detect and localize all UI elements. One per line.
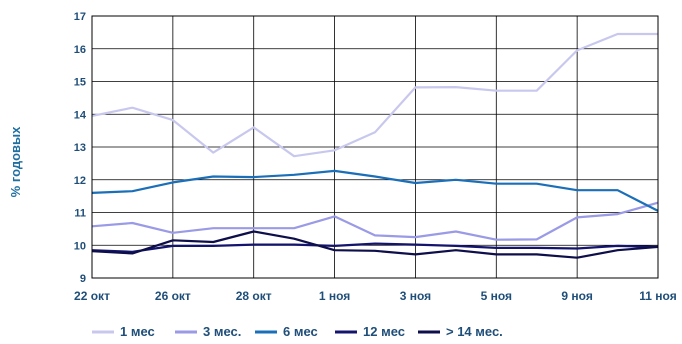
y-tick-label: 14	[74, 109, 87, 121]
series-line-2	[91, 201, 659, 241]
legend: 1 мес 3 мес. 6 мес 12 мес > 14 мес.	[92, 324, 503, 339]
x-tick-label: 3 ноя	[400, 289, 431, 303]
grid	[91, 15, 659, 279]
y-tick-label: 12	[74, 175, 86, 187]
legend-label: > 14 мес.	[446, 324, 503, 339]
x-tick-label: 5 ноя	[481, 289, 512, 303]
legend-label: 6 мес	[283, 324, 318, 339]
x-tick-label: 26 окт	[155, 289, 191, 303]
series-layer	[91, 32, 659, 259]
series-line-4	[91, 242, 659, 253]
y-tick-label: 16	[74, 44, 86, 56]
y-axis-label: % годовых	[8, 126, 23, 197]
axes: 9 10 11 12 13 14 15 16 17 22 окт 26 окт 28 окт 1 ноя…	[74, 11, 677, 303]
x-tick-label: 11 ноя	[639, 289, 676, 303]
series-line-1	[91, 32, 658, 158]
y-tick-label: 15	[74, 77, 86, 89]
x-tick-label: 9 ноя	[561, 289, 592, 303]
series-line-5	[91, 230, 659, 259]
y-tick-label: 13	[74, 142, 86, 154]
y-tick-label: 9	[80, 273, 86, 285]
x-tick-label: 28 окт	[236, 289, 272, 303]
x-tick-label: 1 ноя	[319, 289, 350, 303]
x-tick-label: 22 окт	[74, 289, 110, 303]
plot-border	[91, 15, 659, 279]
legend-label: 3 мес.	[203, 324, 241, 339]
y-tick-label: 11	[74, 208, 86, 220]
legend-label: 1 мес	[120, 324, 155, 339]
y-tick-label: 10	[74, 240, 86, 252]
legend-label: 12 мес	[363, 324, 405, 339]
series-line-3	[91, 169, 659, 212]
y-tick-label: 17	[74, 11, 86, 23]
